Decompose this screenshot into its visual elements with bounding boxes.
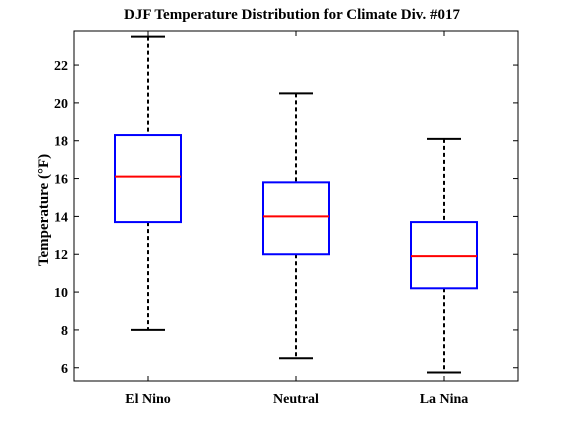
plot-area-frame — [73, 30, 519, 382]
chart-title: DJF Temperature Distribution for Climate… — [124, 7, 460, 23]
interquartile-box — [114, 134, 182, 224]
interquartile-box — [262, 181, 330, 256]
y-axis-label: Temperature (°F) — [36, 154, 52, 266]
box-el-nino — [114, 35, 182, 331]
y-tick-label: 14 — [54, 210, 68, 225]
y-tick-label: 6 — [61, 362, 68, 377]
y-axis-ticks: 6 8 10 12 14 16 18 20 22 — [54, 59, 518, 377]
y-tick-label: 12 — [54, 248, 68, 263]
x-tick-label: El Nino — [125, 392, 171, 407]
box-neutral — [262, 92, 330, 360]
box-series — [114, 35, 478, 374]
y-tick-label: 22 — [54, 59, 68, 74]
y-tick-label: 20 — [54, 97, 68, 112]
y-tick-label: 10 — [54, 286, 68, 301]
x-tick-label: La Nina — [420, 392, 469, 407]
y-tick-label: 16 — [54, 173, 68, 188]
y-tick-label: 18 — [54, 135, 68, 150]
x-tick-label: Neutral — [273, 392, 319, 407]
y-tick-label: 8 — [61, 324, 68, 339]
x-axis-ticks: El Nino Neutral La Nina — [125, 31, 468, 407]
box-la-nina — [410, 137, 478, 374]
